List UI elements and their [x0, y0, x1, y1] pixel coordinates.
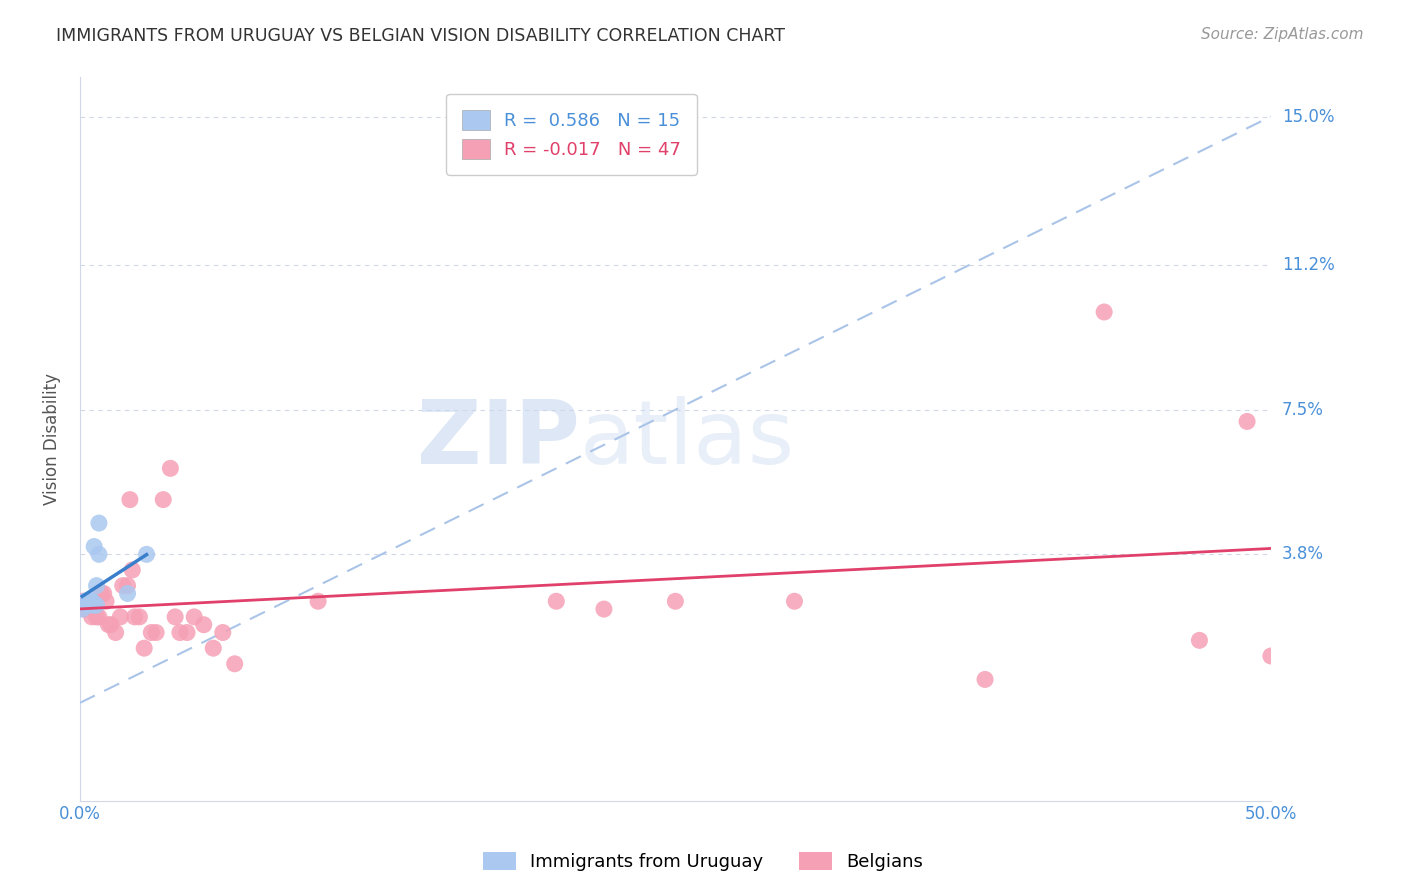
Point — [76, 594, 98, 608]
Point — [145, 625, 167, 640]
Point — [121, 563, 143, 577]
Point — [97, 617, 120, 632]
Point — [86, 579, 108, 593]
Point — [72, 602, 94, 616]
Point — [1188, 633, 1211, 648]
Point — [134, 641, 156, 656]
Point — [1260, 648, 1282, 663]
Point — [90, 586, 112, 600]
Point — [110, 610, 132, 624]
Point — [83, 540, 105, 554]
Point — [165, 610, 187, 624]
Point — [224, 657, 246, 671]
Point — [87, 516, 110, 530]
Point — [72, 598, 94, 612]
Point — [202, 641, 225, 656]
Point — [83, 598, 105, 612]
Text: 11.2%: 11.2% — [1282, 256, 1334, 274]
Text: IMMIGRANTS FROM URUGUAY VS BELGIAN VISION DISABILITY CORRELATION CHART: IMMIGRANTS FROM URUGUAY VS BELGIAN VISIO… — [56, 27, 785, 45]
Point — [86, 598, 108, 612]
Point — [593, 602, 616, 616]
Point — [86, 610, 108, 624]
Point — [87, 610, 110, 624]
Point — [152, 492, 174, 507]
Point — [176, 625, 198, 640]
Y-axis label: Vision Disability: Vision Disability — [44, 373, 60, 505]
Point — [193, 617, 215, 632]
Point — [124, 610, 146, 624]
Point — [79, 594, 101, 608]
Point — [79, 598, 101, 612]
Point — [73, 602, 96, 616]
Text: 15.0%: 15.0% — [1282, 108, 1334, 126]
Point — [111, 579, 134, 593]
Point — [1236, 414, 1258, 428]
Point — [80, 598, 103, 612]
Point — [73, 594, 96, 608]
Point — [307, 594, 329, 608]
Point — [546, 594, 568, 608]
Point — [117, 579, 139, 593]
Point — [183, 610, 205, 624]
Text: 7.5%: 7.5% — [1282, 401, 1324, 418]
Point — [76, 598, 98, 612]
Point — [1092, 305, 1115, 319]
Point — [104, 625, 127, 640]
Point — [211, 625, 233, 640]
Text: 3.8%: 3.8% — [1282, 545, 1324, 564]
Text: ZIP: ZIP — [418, 395, 581, 483]
Legend: R =  0.586   N = 15, R = -0.017   N = 47: R = 0.586 N = 15, R = -0.017 N = 47 — [446, 94, 697, 175]
Point — [974, 673, 997, 687]
Point — [73, 594, 96, 608]
Text: atlas: atlas — [581, 395, 796, 483]
Point — [93, 586, 115, 600]
Point — [80, 594, 103, 608]
Point — [100, 617, 122, 632]
Point — [80, 594, 103, 608]
Point — [141, 625, 163, 640]
Point — [169, 625, 191, 640]
Point — [94, 594, 117, 608]
Point — [80, 610, 103, 624]
Point — [87, 547, 110, 561]
Point — [128, 610, 150, 624]
Legend: Immigrants from Uruguay, Belgians: Immigrants from Uruguay, Belgians — [475, 845, 931, 879]
Point — [83, 598, 105, 612]
Point — [783, 594, 806, 608]
Text: Source: ZipAtlas.com: Source: ZipAtlas.com — [1201, 27, 1364, 42]
Point — [664, 594, 686, 608]
Point — [118, 492, 141, 507]
Point — [159, 461, 181, 475]
Point — [72, 594, 94, 608]
Point — [79, 594, 101, 608]
Point — [135, 547, 157, 561]
Point — [117, 586, 139, 600]
